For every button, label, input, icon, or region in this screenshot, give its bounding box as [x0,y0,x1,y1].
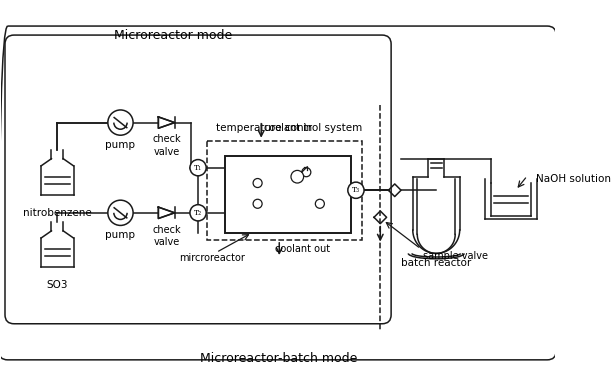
Text: SO3: SO3 [47,280,68,290]
Bar [225,156,351,233]
Circle shape [348,182,364,198]
Circle shape [253,179,262,187]
Text: T₂: T₂ [194,209,202,217]
Text: coolant out: coolant out [274,244,330,254]
Text: mircroreactor: mircroreactor [179,253,244,263]
Text: check
valve: check valve [152,224,181,247]
Circle shape [302,168,311,177]
Circle shape [253,199,262,208]
Text: T₃: T₃ [352,186,360,194]
Text: temperature control system: temperature control system [216,124,362,134]
Circle shape [108,110,133,135]
Text: pump: pump [106,230,136,240]
Bar [207,141,362,240]
Text: T₁: T₁ [194,164,202,172]
Text: batch reactor: batch reactor [401,258,472,268]
Circle shape [190,205,206,221]
Text: Microreactor mode: Microreactor mode [114,28,232,42]
Text: pump: pump [106,140,136,150]
Circle shape [108,200,133,226]
Text: nitrobenzene: nitrobenzene [23,208,91,218]
Text: Microreactor-batch mode: Microreactor-batch mode [200,352,357,365]
Text: NaOH solution: NaOH solution [537,174,612,184]
Text: coolant in: coolant in [264,123,312,133]
Text: sample valve: sample valve [422,251,488,261]
Circle shape [291,171,303,183]
Circle shape [190,159,206,176]
Text: check
valve: check valve [152,134,181,157]
Circle shape [316,199,324,208]
